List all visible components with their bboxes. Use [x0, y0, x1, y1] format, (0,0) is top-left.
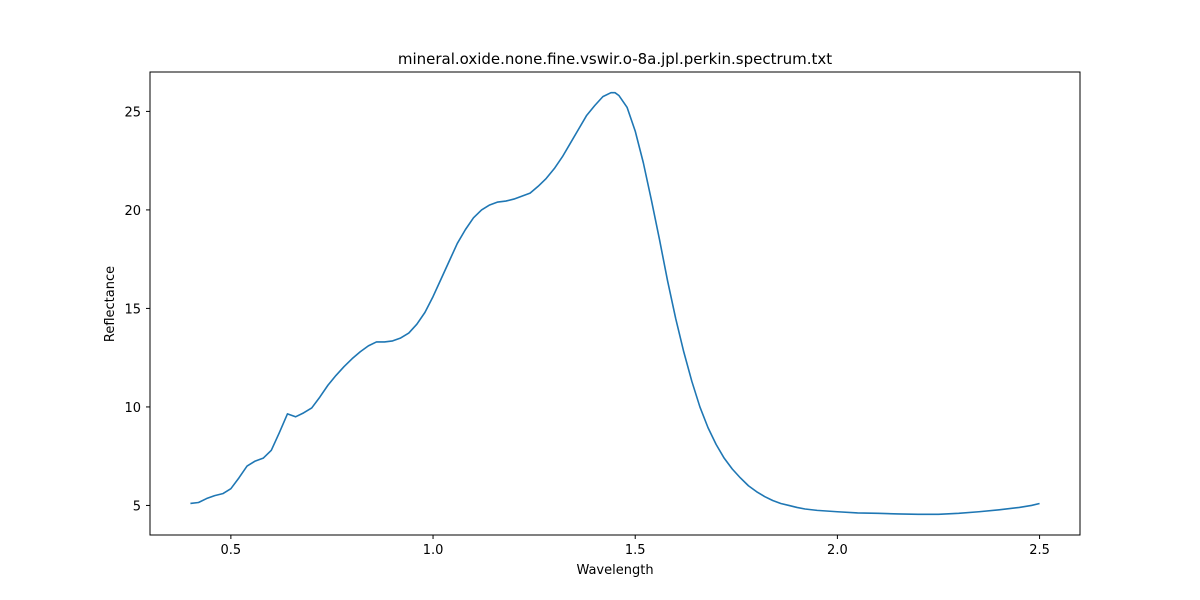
- y-tick-label: 15: [124, 302, 141, 317]
- y-tick-label: 20: [124, 204, 141, 219]
- x-axis-label: Wavelength: [576, 563, 653, 578]
- x-tick-label: 1.5: [625, 543, 646, 558]
- y-tick-label: 25: [124, 105, 141, 120]
- x-tick-label: 2.5: [1029, 543, 1050, 558]
- chart-title: mineral.oxide.none.fine.vswir.o-8a.jpl.p…: [398, 50, 832, 68]
- x-tick-label: 1.0: [423, 543, 444, 558]
- x-tick-label: 0.5: [221, 543, 242, 558]
- x-tick-label: 2.0: [827, 543, 848, 558]
- y-tick-label: 5: [133, 499, 141, 514]
- y-axis-label: Reflectance: [103, 266, 118, 342]
- y-tick-label: 10: [124, 401, 141, 416]
